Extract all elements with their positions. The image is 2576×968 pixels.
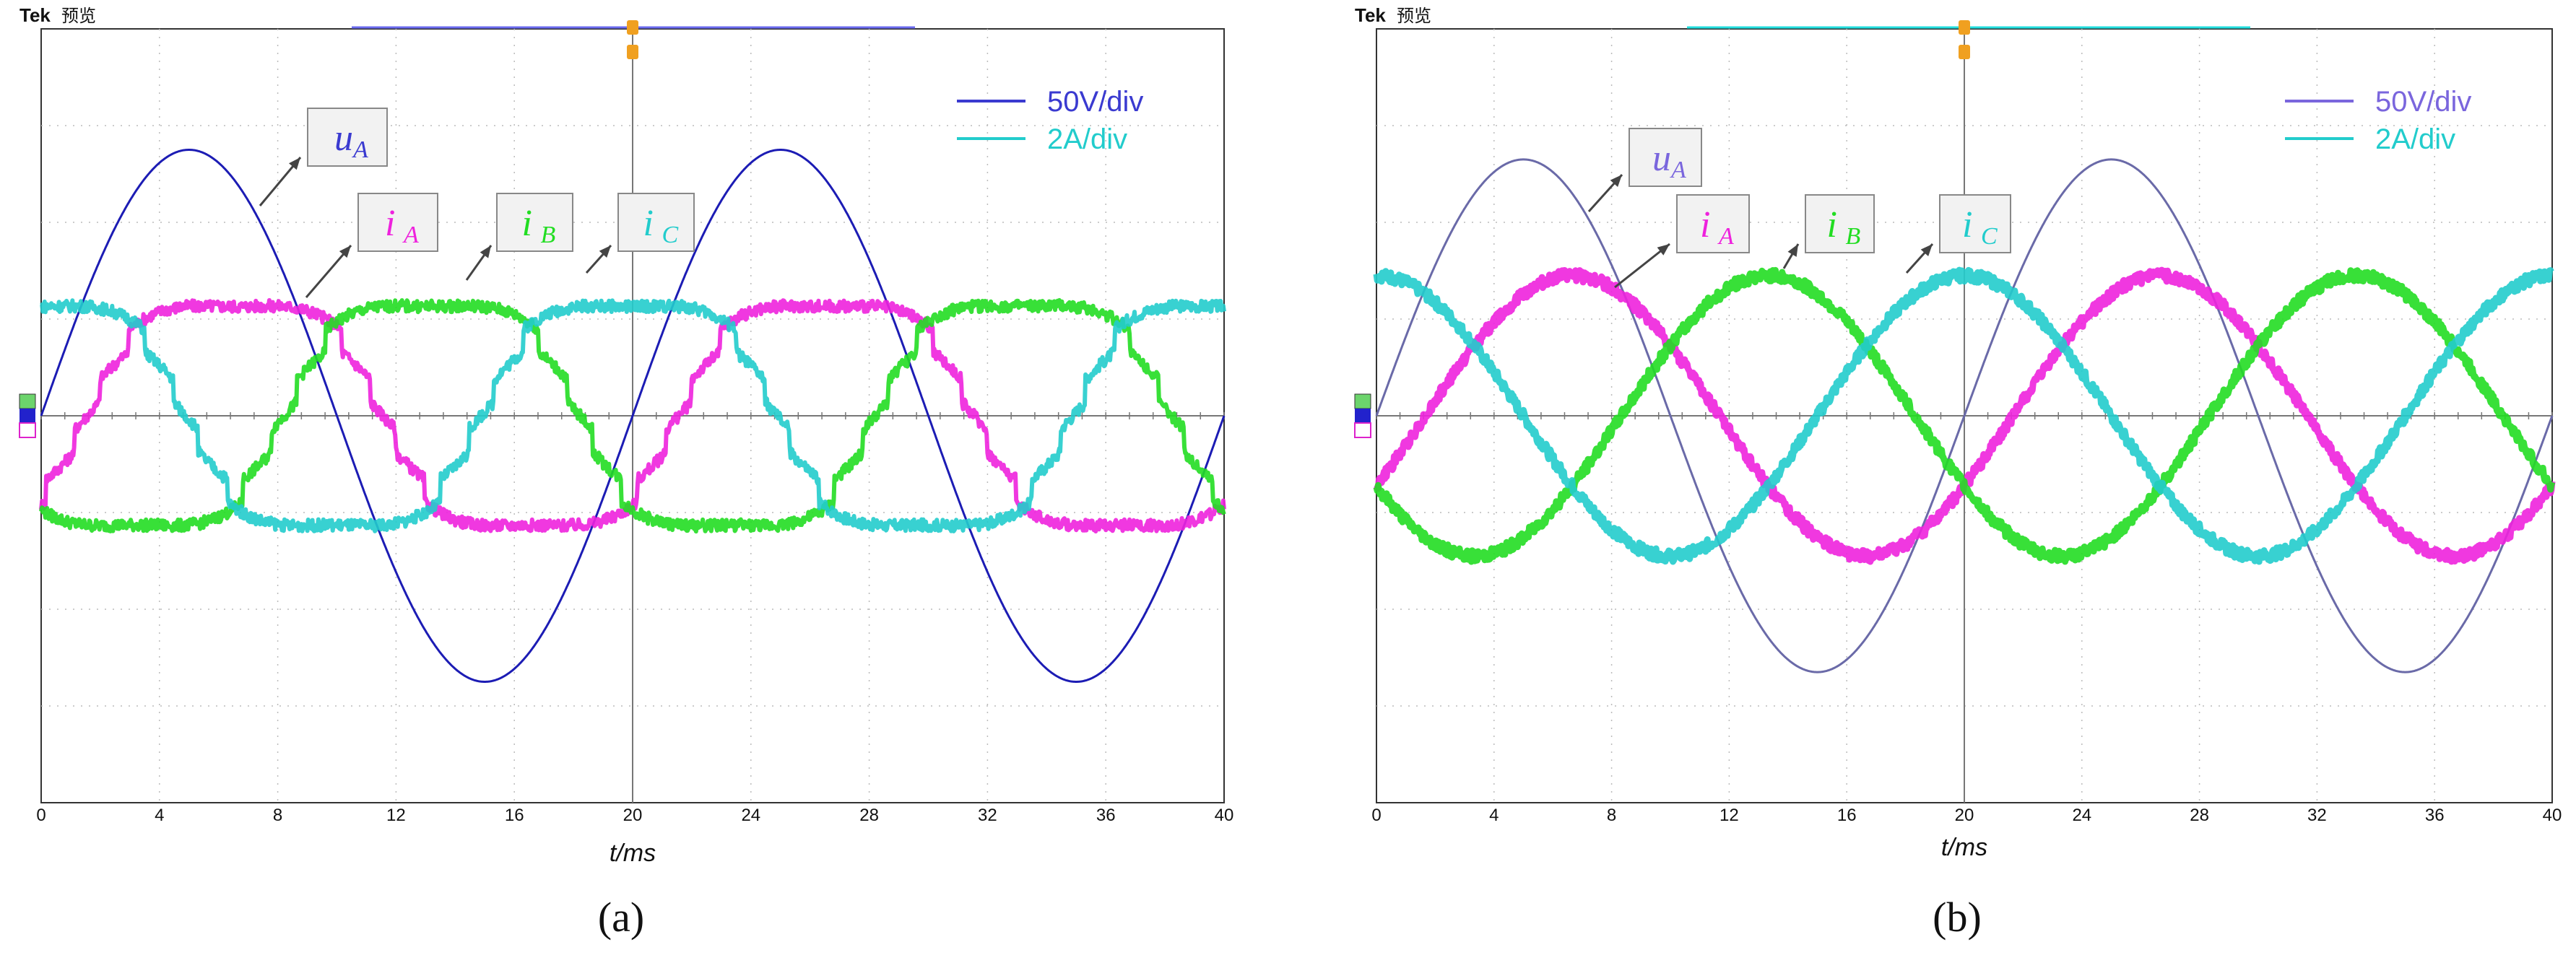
x-tick-label: 24 (2072, 806, 2091, 825)
annotation-subscript: B (541, 222, 556, 248)
x-tick-label: 32 (978, 806, 997, 825)
annotation-box (357, 193, 438, 252)
x-axis-label: t/ms (610, 840, 656, 867)
panel-caption: (b) (1933, 894, 1982, 941)
series-ic-line (1373, 266, 2555, 565)
annotation-subscript: C (1981, 223, 1998, 250)
trigger-level-icon (1959, 45, 1970, 59)
annotation-label: i (643, 203, 654, 244)
x-tick-label: 4 (155, 806, 164, 825)
x-tick-label: 20 (1955, 806, 1974, 825)
mode-label: 预览 (61, 6, 96, 26)
trigger-marker-icon (1959, 20, 1970, 35)
annotation-label: i (1962, 204, 1972, 245)
annotation-label: u (334, 118, 353, 159)
annotation-box (617, 193, 695, 252)
x-tick-label: 0 (1371, 806, 1381, 825)
arrow-head-icon (1787, 244, 1798, 257)
annotation-box (1676, 194, 1750, 253)
series-ua-line (1375, 158, 2554, 673)
x-tick-label: 16 (505, 806, 524, 825)
x-tick-label: 32 (2307, 806, 2327, 825)
arrow-head-icon (480, 245, 491, 258)
mode-label: 预览 (1397, 6, 1431, 26)
trigger-marker-icon (627, 20, 638, 35)
annotation-box (1805, 194, 1875, 253)
channel-2-marker-icon (1354, 393, 1371, 409)
x-tick-label: 40 (1215, 806, 1234, 825)
arrow-head-icon (1657, 244, 1670, 256)
legend-label: 2A/div (1047, 123, 1127, 155)
x-tick-label: 36 (1096, 806, 1116, 825)
arrow-head-icon (1610, 175, 1622, 188)
channel-2-marker-icon (19, 393, 36, 409)
annotation-subscript: A (1717, 223, 1734, 250)
trigger-level-icon (627, 45, 638, 59)
channel-3-marker-icon (19, 422, 36, 438)
x-tick-label: 8 (273, 806, 282, 825)
arrow-head-icon (599, 245, 611, 258)
annotation-subscript: A (402, 222, 419, 248)
channel-1-marker-icon (1355, 409, 1371, 423)
annotation-label: i (1827, 204, 1837, 245)
x-tick-label: 36 (2425, 806, 2445, 825)
x-tick-label: 8 (1607, 806, 1616, 825)
x-tick-label: 24 (741, 806, 760, 825)
annotation-box (307, 108, 388, 167)
legend-label: 50V/div (2375, 86, 2471, 118)
brand-label: Tek (1355, 4, 1386, 26)
x-tick-label: 40 (2543, 806, 2562, 825)
annotation-subscript: C (662, 222, 679, 248)
annotation-label: i (522, 203, 532, 244)
annotation-subscript: A (1670, 157, 1686, 183)
annotation-label: i (1700, 204, 1710, 245)
x-tick-label: 28 (2190, 806, 2209, 825)
annotation-subscript: B (1846, 223, 1861, 250)
x-axis-label: t/ms (1941, 834, 1987, 861)
x-tick-label: 0 (36, 806, 45, 825)
channel-3-marker-icon (1354, 422, 1371, 438)
annotation-box (496, 193, 573, 252)
annotation-subscript: A (352, 136, 368, 163)
channel-1-marker-icon (19, 409, 35, 423)
x-tick-label: 12 (1719, 806, 1739, 825)
arrow-head-icon (1920, 244, 1933, 257)
legend-label: 50V/div (1047, 86, 1143, 118)
annotation-label: u (1652, 138, 1671, 179)
annotation-box (1629, 128, 1702, 187)
legend-label: 2A/div (2375, 123, 2455, 155)
annotation-label: i (385, 203, 395, 244)
annotation-box (1939, 194, 2011, 253)
x-tick-label: 12 (386, 806, 406, 825)
x-tick-label: 28 (859, 806, 879, 825)
arrow-head-icon (288, 157, 300, 170)
brand-label: Tek (19, 4, 51, 26)
x-tick-label: 4 (1489, 806, 1499, 825)
x-tick-label: 16 (1837, 806, 1857, 825)
panel-caption: (a) (598, 894, 644, 941)
series-ic-line (40, 298, 1226, 533)
series-ua-line (40, 149, 1226, 683)
x-tick-label: 20 (623, 806, 643, 825)
arrow-head-icon (339, 245, 351, 258)
